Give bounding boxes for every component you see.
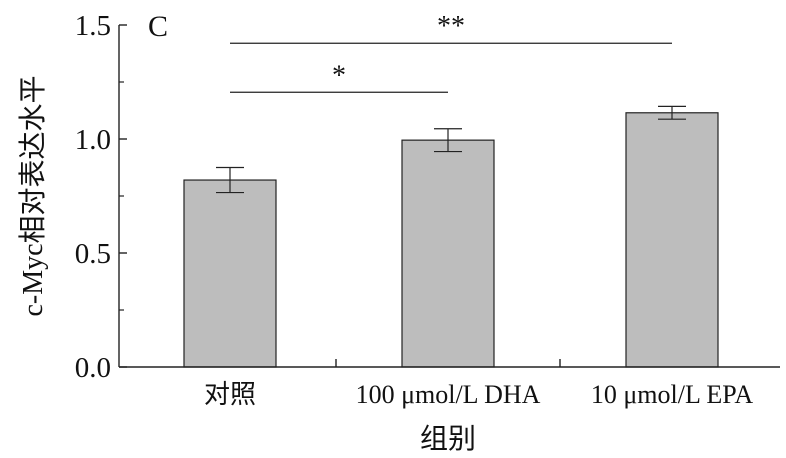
x-tick-label-0: 对照 <box>204 380 256 409</box>
y-tick-label-1: 0.5 <box>75 238 111 270</box>
bar-1 <box>401 139 495 368</box>
panel-label: C <box>148 10 168 43</box>
x-axis-title: 组别 <box>420 423 476 455</box>
bar-0 <box>183 179 277 368</box>
y-tick-label-2: 1.0 <box>75 124 111 156</box>
bar-2 <box>625 112 719 368</box>
significance-label-1: ** <box>437 11 465 42</box>
y-tick-label-3: 1.5 <box>75 10 111 42</box>
y-axis-title: c-Myc相对表达水平 <box>17 75 49 316</box>
y-tick-label-0: 0.0 <box>75 352 111 384</box>
significance-label-0: * <box>332 60 346 91</box>
x-tick-label-2: 10 μmol/L EPA <box>591 380 753 409</box>
x-tick-label-1: 100 μmol/L DHA <box>356 380 541 409</box>
